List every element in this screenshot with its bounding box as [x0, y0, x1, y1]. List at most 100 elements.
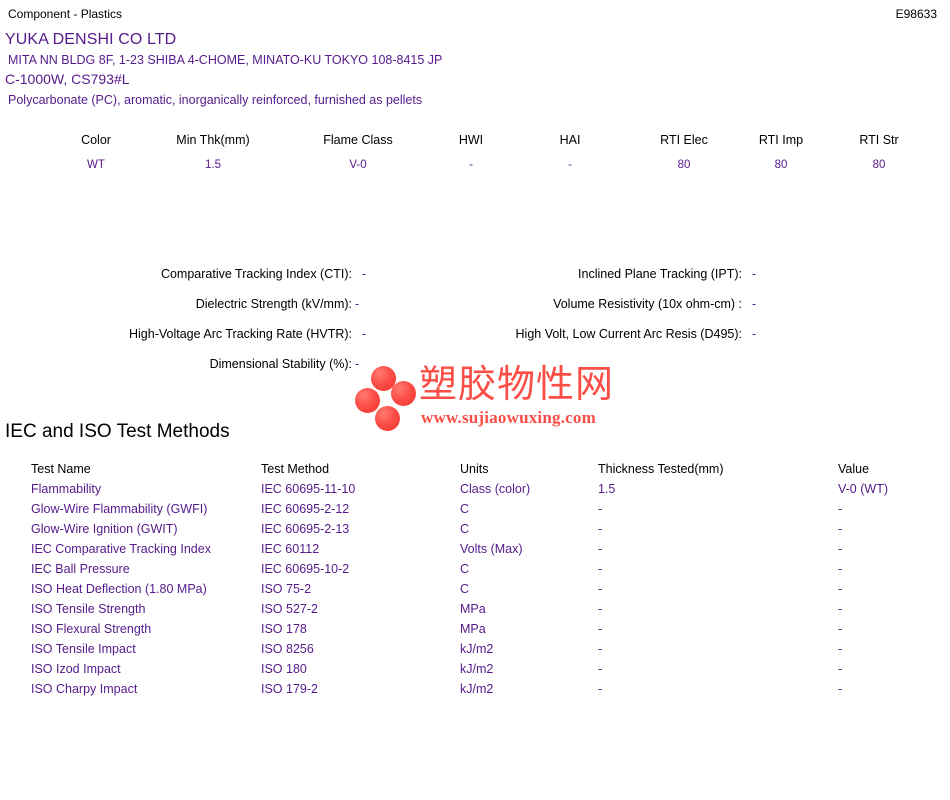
electrical-property-value: - [362, 327, 367, 341]
watermark-dot-icon [391, 381, 416, 406]
table-cell-name: ISO Flexural Strength [31, 622, 152, 636]
table-cell-units: C [460, 502, 470, 516]
property-value: - [568, 159, 572, 171]
property-value: 1.5 [205, 159, 221, 171]
table-cell-name: ISO Tensile Impact [31, 642, 136, 656]
table-cell-units: MPa [460, 602, 486, 616]
table-cell-thickness: - [598, 642, 603, 656]
watermark-dot-icon [375, 406, 400, 431]
table-cell-value: - [838, 642, 843, 656]
property-header: RTI Str [859, 133, 899, 147]
property-value: 80 [872, 159, 886, 171]
company-name: YUKA DENSHI CO LTD [5, 31, 177, 48]
electrical-property-row: Dielectric Strength (kV/mm): [0, 296, 352, 312]
property-header: HAI [559, 133, 581, 147]
table-cell-units: Volts (Max) [460, 542, 523, 556]
property-column-min-thk-mm: Min Thk(mm) 1.5 [143, 132, 283, 173]
electrical-property-value: - [355, 297, 360, 311]
electrical-property-row: Dimensional Stability (%): [0, 356, 352, 372]
table-cell-name: Flammability [31, 482, 102, 496]
table-cell-thickness: - [598, 562, 603, 576]
property-column-hwi: HWI - [401, 132, 541, 173]
table-cell-value: - [838, 562, 843, 576]
table-cell-method: ISO 75-2 [261, 582, 312, 596]
table-cell-method: IEC 60695-10-2 [261, 562, 350, 576]
watermark-dot-icon [355, 388, 380, 413]
table-row: ISO Tensile Strength ISO 527-2 MPa - - [0, 599, 950, 619]
property-summary-grid: Color WT Min Thk(mm) 1.5 Flame Class V-0 HWI - H… [0, 132, 950, 178]
electrical-property-value: - [362, 267, 367, 281]
electrical-property-row: High Volt, Low Current Arc Resis (D495): [390, 326, 742, 342]
property-column-color: Color WT [26, 132, 166, 173]
table-cell-value: - [838, 502, 843, 516]
watermark-url: www.sujiaowuxing.com [421, 408, 596, 427]
table-cell-method: IEC 60112 [261, 542, 320, 556]
electrical-property-row: Inclined Plane Tracking (IPT): [390, 266, 742, 282]
test-methods-heading: IEC and ISO Test Methods [5, 421, 230, 442]
table-cell-name: ISO Charpy Impact [31, 682, 138, 696]
table-cell-units: MPa [460, 622, 486, 636]
table-cell-value: - [838, 662, 843, 676]
table-cell-method: ISO 527-2 [261, 602, 318, 616]
table-cell-value: - [838, 602, 843, 616]
electrical-property-label: Volume Resistivity (10x ohm-cm) : [553, 297, 742, 311]
property-column-flame-class: Flame Class V-0 [288, 132, 428, 173]
table-cell-thickness: 1.5 [598, 482, 616, 496]
table-row: ISO Charpy Impact ISO 179-2 kJ/m2 - - [0, 679, 950, 699]
electrical-property-label: Dielectric Strength (kV/mm): [195, 297, 352, 311]
table-cell-method: IEC 60695-11-10 [261, 482, 356, 496]
table-row: IEC Ball Pressure IEC 60695-10-2 C - - [0, 559, 950, 579]
company-address: MITA NN BLDG 8F, 1-23 SHIBA 4-CHOME, MIN… [8, 53, 443, 67]
property-column-hai: HAI - [500, 132, 640, 173]
table-cell-units: kJ/m2 [460, 642, 494, 656]
table-row: ISO Flexural Strength ISO 178 MPa - - [0, 619, 950, 639]
column-header: Value [838, 462, 870, 476]
table-row: ISO Izod Impact ISO 180 kJ/m2 - - [0, 659, 950, 679]
electrical-property-value: - [752, 327, 757, 341]
table-cell-units: kJ/m2 [460, 682, 494, 696]
electrical-property-value: - [355, 357, 360, 371]
table-cell-method: IEC 60695-2-12 [261, 502, 350, 516]
table-cell-thickness: - [598, 502, 603, 516]
table-cell-thickness: - [598, 602, 603, 616]
table-cell-name: ISO Izod Impact [31, 662, 121, 676]
table-cell-units: C [460, 522, 470, 536]
table-cell-value: - [838, 522, 843, 536]
table-cell-method: ISO 179-2 [261, 682, 318, 696]
electrical-property-value: - [752, 297, 757, 311]
table-cell-thickness: - [598, 662, 603, 676]
column-header: Test Method [261, 462, 330, 476]
ul-file-number: E98633 [895, 7, 937, 21]
table-row: Flammability IEC 60695-11-10 Class (color)… [0, 479, 950, 499]
table-cell-value: V-0 (WT) [838, 482, 888, 496]
property-header: RTI Imp [758, 133, 804, 147]
table-cell-units: Class (color) [460, 482, 531, 496]
property-value: 80 [774, 159, 788, 171]
table-cell-value: - [838, 542, 843, 556]
table-cell-method: ISO 178 [261, 622, 307, 636]
electrical-properties-block: Comparative Tracking Index (CTI): - Dielec… [0, 266, 950, 382]
table-cell-name: ISO Heat Deflection (1.80 MPa) [31, 582, 207, 596]
electrical-property-label: Inclined Plane Tracking (IPT): [578, 267, 742, 281]
electrical-property-label: Comparative Tracking Index (CTI): [160, 267, 352, 281]
table-cell-thickness: - [598, 622, 603, 636]
property-value: 80 [677, 159, 691, 171]
table-cell-name: Glow-Wire Flammability (GWFI) [31, 502, 208, 516]
electrical-property-row: High-Voltage Arc Tracking Rate (HVTR): [0, 326, 352, 342]
table-cell-thickness: - [598, 682, 603, 696]
table-row: Glow-Wire Ignition (GWIT) IEC 60695-2-13 C… [0, 519, 950, 539]
table-cell-thickness: - [598, 522, 603, 536]
property-value: V-0 [349, 159, 367, 171]
table-row: Glow-Wire Flammability (GWFI) IEC 60695-2… [0, 499, 950, 519]
table-cell-value: - [838, 622, 843, 636]
electrical-property-label: Dimensional Stability (%): [209, 357, 352, 371]
electrical-property-label: High-Voltage Arc Tracking Rate (HVTR): [129, 327, 352, 341]
table-cell-method: ISO 180 [261, 662, 307, 676]
table-cell-value: - [838, 682, 843, 696]
table-cell-name: ISO Tensile Strength [31, 602, 146, 616]
property-column-rti-str: RTI Str 80 [809, 132, 949, 173]
table-row: ISO Heat Deflection (1.80 MPa) ISO 75-2 C -… [0, 579, 950, 599]
table-cell-value: - [838, 582, 843, 596]
test-methods-table: Test Name Test Method Units Thickness Teste… [0, 459, 950, 699]
